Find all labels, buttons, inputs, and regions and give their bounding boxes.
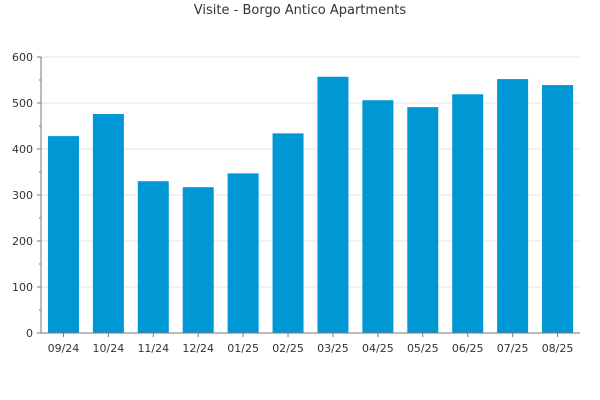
y-tick-label: 200 xyxy=(12,235,33,248)
x-tick-label: 10/24 xyxy=(93,342,125,355)
bar-11-24 xyxy=(137,181,169,333)
x-tick-label: 04/25 xyxy=(362,342,394,355)
x-tick-label: 01/25 xyxy=(227,342,259,355)
x-tick-label: 12/24 xyxy=(182,342,214,355)
y-tick-label: 500 xyxy=(12,97,33,110)
bar-02-25 xyxy=(272,133,304,333)
y-tick-label: 0 xyxy=(26,327,33,340)
y-tick-label: 400 xyxy=(12,143,33,156)
x-tick-label: 02/25 xyxy=(272,342,304,355)
bar-08-25 xyxy=(542,85,574,333)
bar-03-25 xyxy=(317,76,349,333)
x-tick-label: 06/25 xyxy=(452,342,484,355)
bar-04-25 xyxy=(362,100,394,334)
y-tick-label: 600 xyxy=(12,51,33,64)
bar-06-25 xyxy=(452,94,484,333)
bar-09-24 xyxy=(47,136,79,333)
x-tick-label: 07/25 xyxy=(497,342,529,355)
bar-07-25 xyxy=(497,79,529,333)
x-tick-label: 03/25 xyxy=(317,342,349,355)
bar-05-25 xyxy=(407,107,439,333)
y-tick-label: 100 xyxy=(12,281,33,294)
x-tick-label: 08/25 xyxy=(542,342,574,355)
bar-12-24 xyxy=(182,187,214,333)
bar-10-24 xyxy=(92,114,124,333)
x-tick-label: 11/24 xyxy=(137,342,169,355)
x-tick-label: 05/25 xyxy=(407,342,439,355)
y-tick-label: 300 xyxy=(12,189,33,202)
bar-01-25 xyxy=(227,173,259,333)
x-tick-label: 09/24 xyxy=(48,342,80,355)
chart-title: Visite - Borgo Antico Apartments xyxy=(193,3,407,18)
